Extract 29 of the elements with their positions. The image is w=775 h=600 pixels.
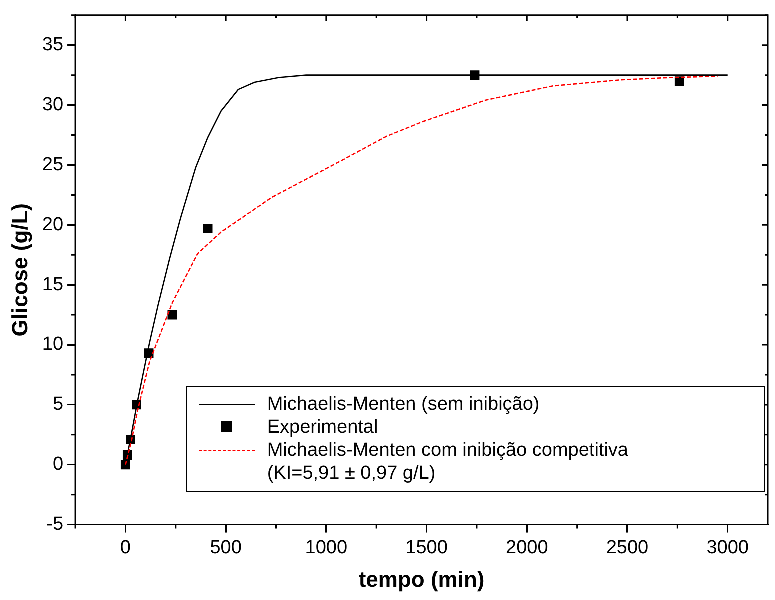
point	[168, 310, 178, 320]
y-tick-label: 25	[42, 154, 64, 176]
x-tick-label: 2000	[506, 537, 548, 558]
y-tick-label: 15	[42, 274, 64, 296]
legend-label: Michaelis-Menten com inibição competitiva (KI=5,91 ± 0,97 g/L)	[267, 438, 628, 485]
y-axis-title: Glicose (g/L)	[7, 203, 32, 337]
point	[132, 400, 142, 410]
legend-label: Experimental	[267, 416, 378, 439]
point	[120, 460, 130, 470]
y-tick-label: 10	[42, 334, 64, 356]
y-tick-label: -5	[46, 514, 64, 536]
point	[126, 434, 136, 444]
x-tick-label: 3000	[706, 537, 749, 558]
x-tick-label: 1500	[406, 537, 448, 558]
legend-label: Michaelis-Menten (sem inibição)	[267, 392, 540, 416]
point	[203, 224, 213, 234]
point	[470, 70, 480, 80]
x-tick-label: 2500	[606, 537, 649, 558]
y-tick-label: 0	[52, 454, 64, 476]
y-tick-label: 35	[42, 34, 64, 56]
y-tick-label: 5	[52, 394, 64, 416]
point	[144, 348, 154, 358]
point	[674, 76, 684, 86]
y-tick-label: 30	[42, 94, 64, 116]
x-tick-label: 1000	[305, 537, 348, 558]
x-tick-label: 500	[210, 537, 242, 558]
y-tick-label: 20	[42, 214, 64, 236]
x-axis-title: tempo (min)	[358, 566, 485, 592]
x-tick-label: 0	[120, 537, 131, 558]
